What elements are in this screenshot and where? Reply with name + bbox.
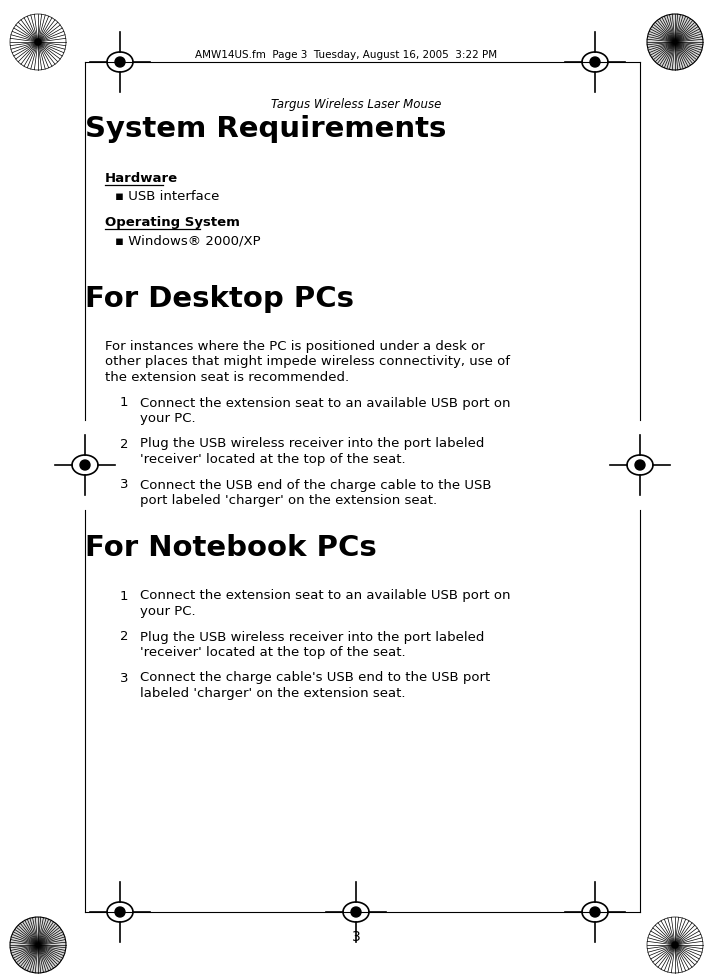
Circle shape	[115, 57, 125, 67]
Text: 3: 3	[352, 930, 360, 944]
Circle shape	[647, 14, 703, 70]
Text: the extension seat is recommended.: the extension seat is recommended.	[105, 371, 349, 384]
Text: For Notebook PCs: For Notebook PCs	[85, 534, 376, 563]
Text: 3: 3	[120, 479, 128, 491]
Text: Connect the USB end of the charge cable to the USB: Connect the USB end of the charge cable …	[140, 479, 491, 491]
Text: your PC.: your PC.	[140, 412, 195, 425]
Text: For instances where the PC is positioned under a desk or: For instances where the PC is positioned…	[105, 340, 485, 353]
Text: Connect the extension seat to an available USB port on: Connect the extension seat to an availab…	[140, 397, 511, 410]
Circle shape	[10, 917, 66, 973]
Text: ▪ Windows® 2000/XP: ▪ Windows® 2000/XP	[115, 234, 261, 247]
Text: System Requirements: System Requirements	[85, 115, 446, 143]
Text: 2: 2	[120, 631, 128, 644]
Text: port labeled 'charger' on the extension seat.: port labeled 'charger' on the extension …	[140, 494, 437, 507]
Text: 'receiver' located at the top of the seat.: 'receiver' located at the top of the sea…	[140, 453, 406, 466]
Text: 1: 1	[120, 590, 128, 603]
Circle shape	[635, 460, 645, 470]
Circle shape	[351, 907, 361, 917]
Text: 1: 1	[120, 397, 128, 410]
Text: Operating System: Operating System	[105, 216, 240, 229]
Text: Plug the USB wireless receiver into the port labeled: Plug the USB wireless receiver into the …	[140, 438, 484, 450]
Text: labeled 'charger' on the extension seat.: labeled 'charger' on the extension seat.	[140, 687, 406, 700]
Text: 3: 3	[120, 672, 128, 684]
Circle shape	[590, 907, 600, 917]
Text: 'receiver' located at the top of the seat.: 'receiver' located at the top of the sea…	[140, 646, 406, 659]
Text: other places that might impede wireless connectivity, use of: other places that might impede wireless …	[105, 356, 510, 369]
Circle shape	[590, 57, 600, 67]
Text: ▪ USB interface: ▪ USB interface	[115, 190, 220, 203]
Text: For Desktop PCs: For Desktop PCs	[85, 285, 354, 313]
Text: AMW14US.fm  Page 3  Tuesday, August 16, 2005  3:22 PM: AMW14US.fm Page 3 Tuesday, August 16, 20…	[195, 50, 497, 60]
Text: 2: 2	[120, 438, 128, 450]
Circle shape	[80, 460, 90, 470]
Text: Plug the USB wireless receiver into the port labeled: Plug the USB wireless receiver into the …	[140, 631, 484, 644]
Text: Connect the extension seat to an available USB port on: Connect the extension seat to an availab…	[140, 590, 511, 603]
Text: Connect the charge cable's USB end to the USB port: Connect the charge cable's USB end to th…	[140, 672, 491, 684]
Circle shape	[35, 39, 41, 45]
Circle shape	[115, 907, 125, 917]
Text: your PC.: your PC.	[140, 605, 195, 618]
Circle shape	[672, 942, 678, 948]
Text: Hardware: Hardware	[105, 172, 178, 185]
Text: Targus Wireless Laser Mouse: Targus Wireless Laser Mouse	[271, 98, 441, 111]
